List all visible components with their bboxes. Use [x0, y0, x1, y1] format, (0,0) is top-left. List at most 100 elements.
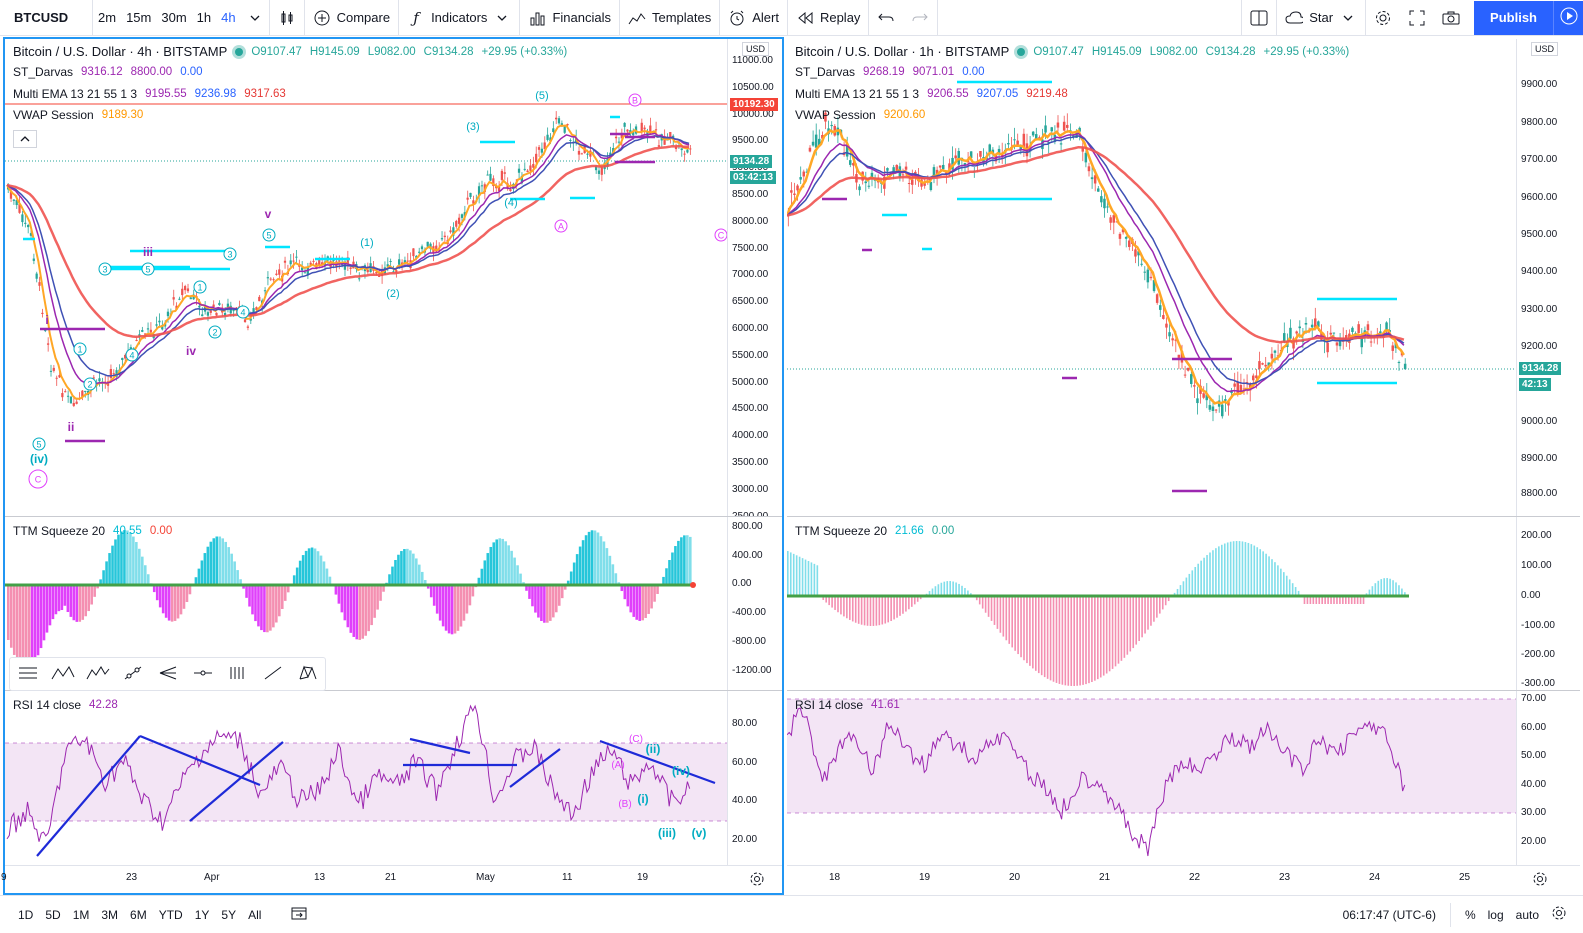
ttm-plot[interactable]: [5, 517, 727, 690]
ttm-plot[interactable]: [787, 517, 1516, 690]
pane-divider[interactable]: [5, 690, 782, 691]
price-pane[interactable]: C (iv) 5 ii i 1 2 3 iii 5 4 iv 1 2 3 4 v 5 (1) (2) (3) (4) (5)…: [5, 39, 782, 516]
price-pane[interactable]: Bitcoin / U.S. Dollar · 1h · BITSTAMP O9…: [787, 39, 1580, 516]
interval-1h[interactable]: 1h: [196, 10, 212, 25]
candle-body: [509, 189, 512, 192]
darvas-v3: 0.00: [180, 66, 203, 78]
interval-dropdown[interactable]: [241, 0, 269, 36]
ttm-pane[interactable]: TTM Squeeze 20 21.66 0.00 200.00 100.00 0.…: [787, 517, 1580, 690]
redo-button[interactable]: [903, 0, 937, 36]
interval-4h[interactable]: 4h: [221, 10, 236, 25]
ray-tool[interactable]: [255, 658, 290, 690]
publish-button[interactable]: Publish: [1474, 0, 1553, 35]
range-1y[interactable]: 1Y: [194, 907, 210, 922]
range-3m[interactable]: 3M: [101, 907, 119, 922]
rsi-legend[interactable]: RSI 14 close 42.28: [13, 698, 118, 712]
range-1d[interactable]: 1D: [18, 907, 34, 922]
price-axis[interactable]: USD 11000.0010500.0010000.009500.009000.…: [727, 39, 782, 516]
ttm-axis[interactable]: 200.00 100.00 0.00 -100.00 -200.00 -300.00: [1516, 517, 1580, 690]
price-plot[interactable]: [787, 39, 1516, 516]
momentum-bar: [301, 555, 305, 585]
pane-divider[interactable]: [787, 690, 1580, 691]
snapshot-button[interactable]: [1434, 0, 1468, 36]
candle-body: [418, 251, 421, 253]
chart-type-button[interactable]: [270, 0, 304, 36]
range-5d[interactable]: 5D: [45, 907, 61, 922]
range-5y[interactable]: 5Y: [221, 907, 237, 922]
rsi-axis[interactable]: 70.00 60.00 50.00 40.00 30.00 20.00: [1516, 691, 1580, 865]
fib-tool[interactable]: [10, 658, 45, 690]
interval-30m[interactable]: 30m: [161, 10, 187, 25]
rsi-plot[interactable]: [787, 691, 1516, 865]
templates-button[interactable]: Templates: [620, 0, 719, 36]
compare-button[interactable]: Compare: [305, 0, 398, 36]
vwap-legend[interactable]: VWAP Session 9200.60: [795, 108, 925, 122]
rsi-axis[interactable]: 80.00 60.00 40.00 20.00: [727, 691, 782, 865]
darvas-legend[interactable]: ST_Darvas 9268.19 9071.01 0.00: [795, 65, 985, 79]
chart-properties-button[interactable]: [1545, 905, 1573, 924]
log-scale-toggle[interactable]: log: [1487, 907, 1504, 922]
currency-label[interactable]: USD: [742, 42, 770, 56]
ttm-legend[interactable]: TTM Squeeze 20 40.55 0.00: [13, 524, 172, 538]
symbol-search[interactable]: BTCUSD: [14, 10, 69, 25]
divider: [92, 0, 93, 36]
interval-15m[interactable]: 15m: [126, 10, 152, 25]
trend-line-tool[interactable]: [115, 658, 150, 690]
currency-label[interactable]: USD: [1531, 42, 1559, 56]
momentum-bar: [1215, 548, 1217, 596]
rsi-plot[interactable]: (C)(ii) (iv) (A) (B) (i) (iii) (v): [5, 691, 727, 865]
pitchfork-tool[interactable]: [150, 658, 185, 690]
interval-2m[interactable]: 2m: [98, 10, 117, 25]
alert-button[interactable]: Alert: [720, 0, 787, 36]
candle-body: [124, 354, 127, 359]
ttm-pane[interactable]: TTM Squeeze 20 40.55 0.00 800.00 400.00 0.…: [5, 517, 782, 690]
momentum-bar: [248, 585, 251, 607]
momentum-bar: [242, 585, 245, 589]
ttm-legend[interactable]: TTM Squeeze 20 21.66 0.00: [795, 524, 954, 538]
abc-pattern-tool[interactable]: [45, 658, 80, 690]
star-button[interactable]: Star: [1277, 0, 1365, 36]
replay-button[interactable]: Replay: [788, 0, 868, 36]
elliott-wave-tool[interactable]: [80, 658, 115, 690]
undo-button[interactable]: [869, 0, 903, 36]
price-axis[interactable]: USD 9900.00 9800.00 9700.00 9600.00 9500.00 9…: [1516, 39, 1580, 516]
publish-video-button[interactable]: [1553, 0, 1583, 35]
momentum-bar: [432, 585, 436, 606]
ema-legend[interactable]: Multi EMA 13 21 55 1 3 9206.55 9207.05 9…: [795, 87, 1068, 101]
axis-settings-gear-icon[interactable]: [1532, 871, 1548, 890]
right-chart[interactable]: Bitcoin / U.S. Dollar · 1h · BITSTAMP O9…: [787, 37, 1580, 895]
momentum-bar: [516, 565, 519, 585]
percent-scale-toggle[interactable]: %: [1464, 907, 1476, 922]
ema-legend[interactable]: Multi EMA 13 21 55 1 3 9195.55 9236.98 9…: [13, 87, 286, 101]
clock-timezone[interactable]: 06:17:47 (UTC-6): [1342, 907, 1436, 922]
goto-date-button[interactable]: [285, 906, 313, 923]
indicators-button[interactable]: ƒ Indicators: [399, 0, 519, 36]
collapse-legend-button[interactable]: [13, 130, 37, 148]
time-axis[interactable]: 18 19 20 21 22 23 24 25: [787, 865, 1580, 893]
vwap-legend[interactable]: VWAP Session 9189.30: [13, 108, 143, 122]
financials-button[interactable]: Financials: [520, 0, 619, 36]
candle-body: [1056, 122, 1060, 128]
left-chart[interactable]: C (iv) 5 ii i 1 2 3 iii 5 4 iv 1 2 3 4 v 5 (1) (2) (3) (4) (5)…: [1, 37, 784, 895]
range-all[interactable]: All: [248, 907, 262, 922]
range-ytd[interactable]: YTD: [158, 907, 183, 922]
auto-scale-toggle[interactable]: auto: [1515, 907, 1539, 922]
xabcd-pattern-tool[interactable]: [290, 658, 325, 690]
rsi-legend[interactable]: RSI 14 close 41.61: [795, 698, 900, 712]
layout-button[interactable]: [1242, 0, 1276, 36]
darvas-legend[interactable]: ST_Darvas 9316.12 8800.00 0.00: [13, 65, 203, 79]
rsi-pane[interactable]: RSI 14 close 41.61 70.00 60.00 50.00 40.00 3…: [787, 691, 1580, 865]
time-axis[interactable]: 9 23 Apr 13 21 May 11 19: [1, 865, 782, 893]
ttm-axis[interactable]: 800.00 400.00 0.00 -400.00 -800.00 -1200.00: [727, 517, 782, 690]
measure-tool[interactable]: [220, 658, 255, 690]
fullscreen-button[interactable]: [1400, 0, 1434, 36]
pane-divider[interactable]: [787, 516, 1580, 517]
horizontal-line-tool[interactable]: [185, 658, 220, 690]
range-1m[interactable]: 1M: [72, 907, 90, 922]
range-6m[interactable]: 6M: [130, 907, 147, 922]
settings-button[interactable]: [1366, 0, 1400, 36]
axis-settings-gear-icon[interactable]: [749, 871, 765, 890]
rsi-pane[interactable]: (C) (ii) (iv) (A) (B) (i) (iii) (v) RSI 14 clos…: [5, 691, 782, 865]
pane-divider[interactable]: [5, 516, 782, 517]
